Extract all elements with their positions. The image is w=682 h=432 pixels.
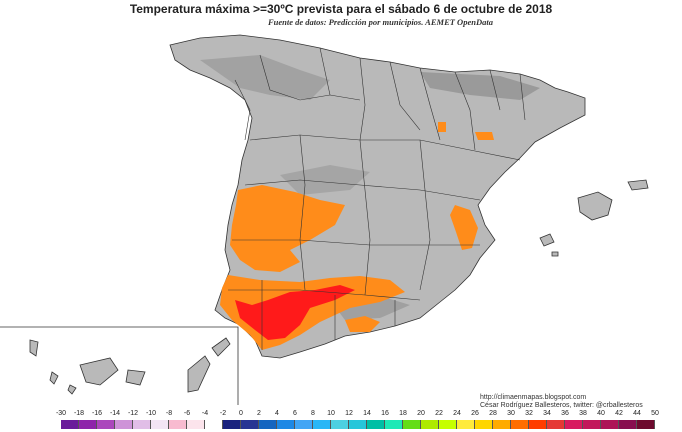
legend-swatch	[637, 420, 655, 429]
canary-inset-border	[0, 326, 239, 405]
heat-zone-navarra	[438, 122, 446, 132]
legend-swatch	[151, 420, 169, 429]
heat-zone-guadalquivir	[235, 285, 355, 340]
legend-tick-label: -16	[91, 410, 103, 417]
legend-tick-label: 14	[363, 410, 371, 417]
legend-tick-label: 0	[239, 410, 243, 417]
legend-swatch	[475, 420, 493, 429]
legend-swatch	[295, 420, 313, 429]
legend-tick-label: -30	[55, 410, 67, 417]
legend-tick-label: 24	[453, 410, 461, 417]
legend-swatch	[277, 420, 295, 429]
legend-tick-label: 42	[615, 410, 623, 417]
credit-author: César Rodríguez Ballesteros, twitter: @c…	[480, 402, 643, 409]
legend-swatch	[385, 420, 403, 429]
legend-tick-label: 18	[399, 410, 407, 417]
legend-tick-label: 36	[561, 410, 569, 417]
legend-tick-label: -4	[201, 410, 209, 417]
legend-tick-label: 16	[381, 410, 389, 417]
legend-swatch	[169, 420, 187, 429]
relief-pyrenees	[420, 72, 540, 100]
legend-labels: -30 -18 -16 -14 -12 -10 -8 -6 -4 -2 0 2 4 6 8 10 12 14 16 1…	[56, 410, 682, 420]
legend-tick-label: 30	[507, 410, 515, 417]
legend-tick-label: 44	[633, 410, 641, 417]
legend-tick-label: -6	[183, 410, 191, 417]
mallorca	[577, 191, 613, 221]
legend-swatch	[187, 420, 205, 429]
heat-zone-ebro	[475, 132, 494, 140]
legend-swatch	[547, 420, 565, 429]
legend-tick-label: 8	[311, 410, 315, 417]
legend-tick-label: 40	[597, 410, 605, 417]
legend-tick-label: 28	[489, 410, 497, 417]
legend-tick-label: -10	[145, 410, 157, 417]
legend-tick-label: 20	[417, 410, 425, 417]
legend-tick-label: 2	[257, 410, 261, 417]
legend-swatch	[241, 420, 259, 429]
legend-swatch	[493, 420, 511, 429]
legend-swatch	[583, 420, 601, 429]
legend-tick-label: -12	[127, 410, 139, 417]
legend-tick-label: 34	[543, 410, 551, 417]
menorca	[627, 179, 649, 191]
legend-tick-label: 22	[435, 410, 443, 417]
heat-zone-extremadura	[230, 185, 345, 272]
legend-tick-label: 38	[579, 410, 587, 417]
relief-central	[280, 165, 370, 195]
legend-swatch	[529, 420, 547, 429]
legend-swatch	[601, 420, 619, 429]
legend-swatch	[79, 420, 97, 429]
legend-swatch	[259, 420, 277, 429]
legend-swatch	[367, 420, 385, 429]
credit-url: http://climaenmapas.blogspot.com	[480, 394, 587, 401]
legend-swatch	[619, 420, 637, 429]
legend-tick-label: 50	[651, 410, 659, 417]
legend-tick-label: 32	[525, 410, 533, 417]
legend-swatch	[61, 420, 79, 429]
legend-tick-label: 4	[275, 410, 279, 417]
legend-swatch	[457, 420, 475, 429]
relief-north	[200, 55, 330, 100]
map-subtitle: Fuente de datos: Predicción por municipi…	[268, 17, 493, 27]
legend-swatch	[133, 420, 151, 429]
legend-swatch	[349, 420, 367, 429]
ibiza	[539, 233, 555, 247]
heat-zone-levante	[450, 205, 478, 250]
legend-colorbar	[61, 420, 655, 429]
legend-tick-label: -2	[219, 410, 227, 417]
legend-swatch	[511, 420, 529, 429]
canary-islands	[29, 337, 231, 395]
legend-swatch	[403, 420, 421, 429]
legend-swatch	[565, 420, 583, 429]
legend-tick-label: -8	[165, 410, 173, 417]
legend-swatch	[115, 420, 133, 429]
province-borders	[228, 47, 526, 350]
legend-tick-label: 10	[327, 410, 335, 417]
legend-swatch	[421, 420, 439, 429]
heat-zone-granada	[345, 316, 380, 332]
legend-tick-label: 6	[293, 410, 297, 417]
legend-tick-label: 12	[345, 410, 353, 417]
legend-tick-label: 26	[471, 410, 479, 417]
legend-swatch	[223, 420, 241, 429]
legend-swatch	[331, 420, 349, 429]
legend-tick-label: -14	[109, 410, 121, 417]
legend-swatch	[97, 420, 115, 429]
map-title: Temperatura máxima >=30ºC prevista para …	[129, 2, 553, 16]
legend-swatch	[313, 420, 331, 429]
legend-swatch	[205, 420, 223, 429]
formentera	[551, 251, 559, 257]
legend-tick-label: -18	[73, 410, 85, 417]
legend-swatch	[439, 420, 457, 429]
